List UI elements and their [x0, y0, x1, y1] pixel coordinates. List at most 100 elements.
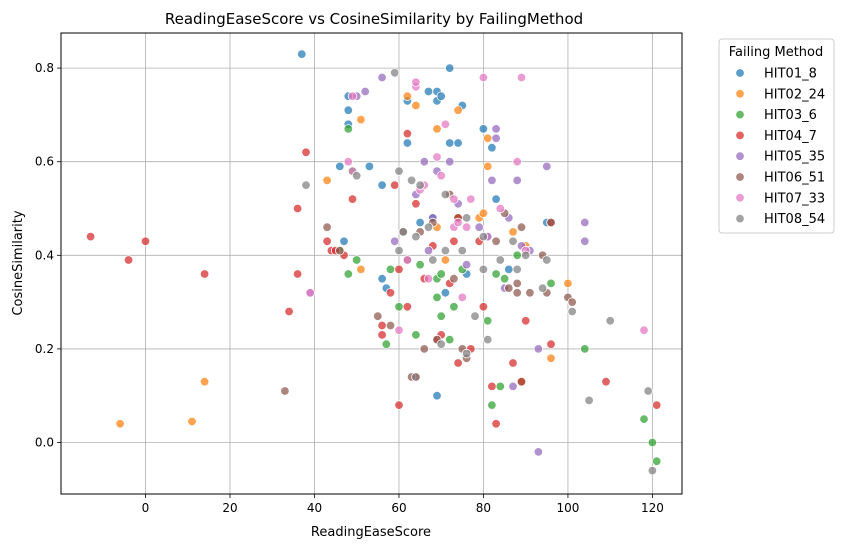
- data-point: [567, 306, 577, 317]
- data-point: [474, 222, 484, 232]
- data-point: [402, 138, 413, 148]
- data-point: [495, 381, 506, 392]
- data-point: [284, 306, 294, 317]
- series-HIT03_6: [335, 124, 662, 466]
- data-point: [436, 339, 446, 349]
- legend-item: HIT02_24: [735, 87, 825, 102]
- data-point: [115, 419, 125, 429]
- data-point: [343, 124, 354, 134]
- legend-box: [718, 38, 835, 234]
- data-point: [394, 264, 404, 275]
- legend-item: HIT06_51: [735, 171, 825, 186]
- data-point: [478, 208, 489, 218]
- data-point: [377, 330, 387, 340]
- data-point: [343, 156, 354, 167]
- data-point: [487, 175, 497, 186]
- data-point: [440, 189, 451, 200]
- legend-label: HIT03_6: [764, 108, 817, 123]
- data-point: [461, 348, 472, 359]
- data-point: [470, 311, 480, 321]
- legend-marker: [735, 130, 745, 141]
- data-point: [335, 245, 345, 256]
- data-point: [478, 264, 489, 275]
- data-point: [546, 278, 556, 289]
- data-points: [85, 49, 662, 476]
- data-point: [187, 416, 197, 427]
- data-point: [373, 311, 383, 321]
- data-point: [542, 255, 552, 265]
- data-point: [436, 269, 446, 279]
- data-point: [411, 231, 421, 242]
- data-point: [385, 320, 396, 331]
- data-point: [537, 283, 548, 293]
- y-axis-label: CosineSimilarity: [11, 210, 26, 315]
- data-point: [402, 302, 413, 312]
- data-point: [546, 353, 556, 364]
- x-tick-label: 40: [307, 501, 322, 515]
- data-point: [292, 203, 303, 214]
- data-point: [508, 227, 518, 237]
- legend-item: HIT07_33: [735, 191, 825, 206]
- data-point: [432, 124, 442, 134]
- legend-item: HIT03_6: [735, 108, 817, 123]
- legend-marker: [735, 172, 745, 182]
- data-point: [567, 297, 577, 307]
- data-point: [512, 250, 522, 261]
- data-point: [483, 334, 493, 345]
- data-point: [478, 124, 489, 134]
- data-point: [394, 325, 404, 335]
- data-point: [415, 180, 425, 190]
- data-point: [140, 236, 151, 247]
- data-point: [419, 344, 430, 354]
- data-point: [301, 147, 311, 158]
- series-HIT04_7: [85, 128, 662, 429]
- legend-marker: [735, 193, 745, 203]
- data-point: [478, 72, 489, 83]
- data-point: [639, 325, 649, 335]
- data-point: [491, 133, 501, 144]
- data-point: [508, 381, 518, 392]
- legend-item: HIT08_54: [735, 212, 825, 227]
- data-point: [461, 222, 472, 232]
- data-point: [491, 194, 501, 204]
- data-point: [495, 255, 506, 265]
- data-point: [487, 381, 497, 392]
- data-point: [647, 437, 658, 448]
- data-point: [394, 400, 404, 410]
- data-point: [377, 72, 387, 83]
- data-point: [445, 63, 455, 73]
- data-point: [322, 222, 332, 232]
- data-point: [449, 302, 459, 312]
- data-point: [461, 260, 472, 270]
- data-point: [508, 236, 518, 247]
- data-point: [322, 236, 332, 247]
- data-point: [466, 194, 476, 204]
- data-point: [322, 175, 332, 186]
- data-point: [440, 245, 451, 256]
- data-point: [356, 264, 366, 275]
- data-point: [335, 161, 345, 172]
- series-HIT08_54: [301, 68, 658, 476]
- data-point: [406, 175, 417, 186]
- data-point: [639, 414, 649, 424]
- legend-label: HIT02_24: [764, 87, 825, 102]
- data-point: [394, 166, 404, 176]
- data-point: [428, 255, 438, 265]
- data-point: [546, 217, 556, 228]
- data-point: [512, 175, 522, 186]
- data-point: [647, 465, 658, 476]
- data-point: [415, 260, 425, 270]
- data-point: [385, 264, 396, 275]
- data-point: [491, 124, 501, 134]
- x-tick-label: 0: [142, 501, 150, 515]
- data-point: [398, 227, 408, 237]
- data-point: [411, 77, 421, 87]
- data-point: [423, 86, 434, 97]
- data-point: [415, 217, 425, 228]
- data-point: [352, 255, 362, 265]
- data-point: [411, 100, 421, 111]
- chart-title: ReadingEaseScore vs CosineSimilarity by …: [165, 10, 583, 28]
- legend-item: HIT01_8: [735, 67, 817, 82]
- data-point: [390, 180, 400, 190]
- data-point: [423, 222, 434, 232]
